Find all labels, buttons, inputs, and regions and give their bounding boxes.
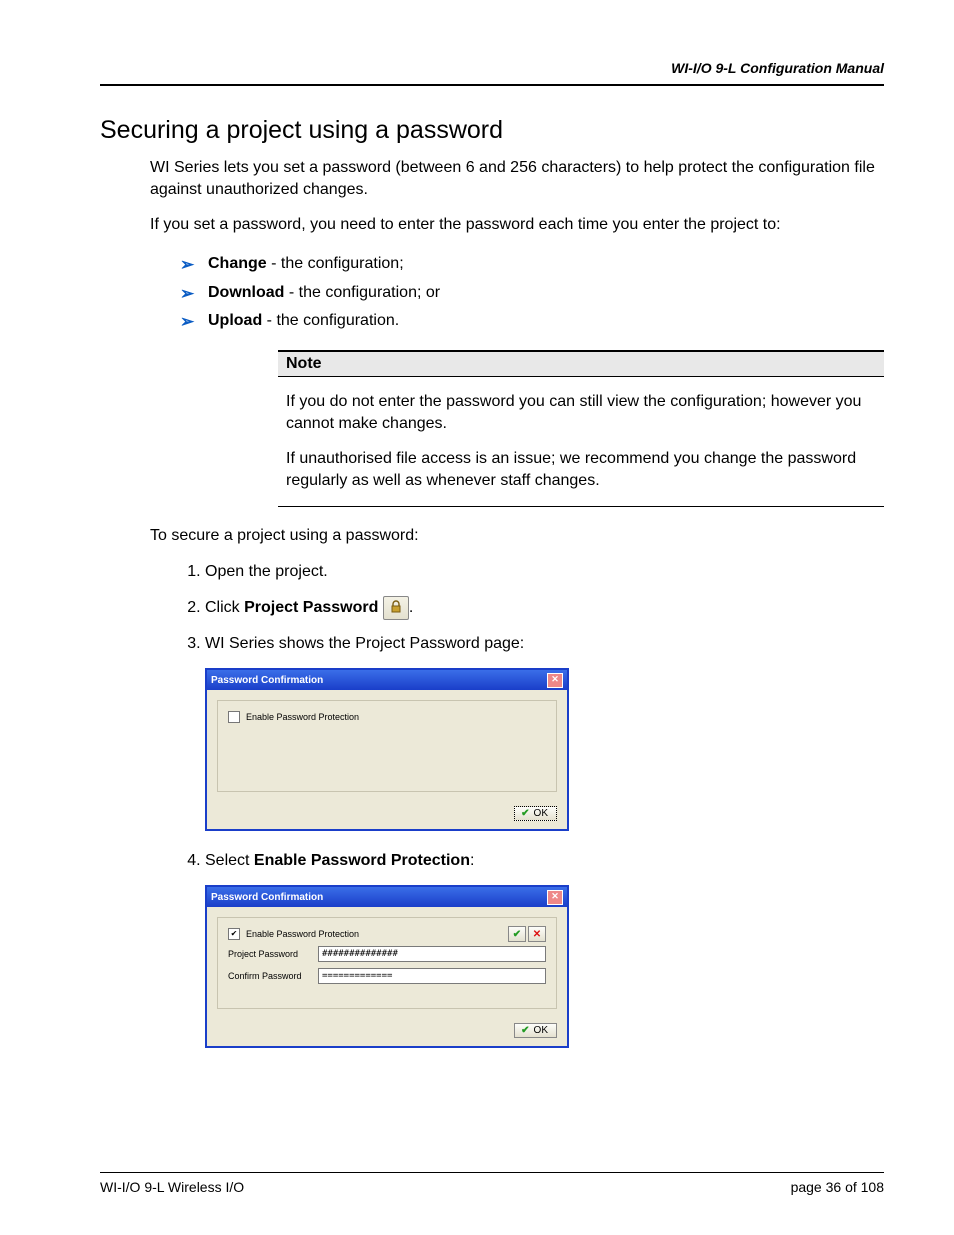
confirm-password-label: Confirm Password xyxy=(228,971,318,981)
check-icon: ✔ xyxy=(521,808,529,819)
dialog-titlebar: Password Confirmation ✕ xyxy=(207,670,567,690)
ok-button[interactable]: ✔ OK xyxy=(514,1023,557,1038)
body-content: WI Series lets you set a password (betwe… xyxy=(150,157,884,1048)
page-footer: WI-I/O 9-L Wireless I/O page 36 of 108 xyxy=(100,1172,884,1195)
step-4-bold: Enable Password Protection xyxy=(254,852,470,869)
intro-paragraph-2: If you set a password, you need to enter… xyxy=(150,214,884,236)
footer-left: WI-I/O 9-L Wireless I/O xyxy=(100,1179,244,1195)
checkbox-label: Enable Password Protection xyxy=(246,929,359,939)
checkbox-label: Enable Password Protection xyxy=(246,712,359,722)
step-2-post: . xyxy=(409,599,413,616)
note-paragraph-1: If you do not enter the password you can… xyxy=(286,391,876,434)
note-paragraph-2: If unauthorised file access is an issue;… xyxy=(286,448,876,491)
step-2-bold: Project Password xyxy=(244,599,378,616)
lock-icon xyxy=(383,596,409,620)
enable-password-checkbox[interactable] xyxy=(228,711,240,723)
project-password-row: Project Password xyxy=(228,946,546,962)
page-heading: Securing a project using a password xyxy=(100,116,884,145)
mini-button-group: ✔ ✕ xyxy=(508,926,546,942)
footer-right: page 36 of 108 xyxy=(791,1179,884,1195)
bullet-bold: Change xyxy=(208,255,267,272)
note-box: Note If you do not enter the password yo… xyxy=(278,350,884,506)
steps-list-cont: Select Enable Password Protection: xyxy=(150,849,884,873)
dialog-inner: ✔ ✕ ✔ Enable Password Protection Project… xyxy=(217,917,557,1009)
step-item-4: Select Enable Password Protection: xyxy=(205,849,884,873)
project-password-label: Project Password xyxy=(228,949,318,959)
bullet-item: Change - the configuration; xyxy=(180,250,884,279)
bullet-rest: - the configuration. xyxy=(262,312,399,329)
checkbox-row: Enable Password Protection xyxy=(228,711,546,723)
ok-button[interactable]: ✔ OK xyxy=(514,806,557,821)
close-icon[interactable]: ✕ xyxy=(547,890,563,905)
dialog-titlebar: Password Confirmation ✕ xyxy=(207,887,567,907)
project-password-input[interactable] xyxy=(318,946,546,962)
bullet-rest: - the configuration; xyxy=(267,255,404,272)
dialog-title: Password Confirmation xyxy=(211,892,323,903)
step-2-pre: Click xyxy=(205,599,244,616)
checkbox-row: ✔ Enable Password Protection xyxy=(228,928,546,940)
dialog-button-row: ✔ OK xyxy=(207,802,567,829)
page: WI-I/O 9-L Configuration Manual Securing… xyxy=(0,0,954,1235)
dialog-title: Password Confirmation xyxy=(211,675,323,686)
close-icon[interactable]: ✕ xyxy=(547,673,563,688)
step-item-2: Click Project Password . xyxy=(205,596,884,620)
step-item-1: Open the project. xyxy=(205,560,884,584)
procedure-intro: To secure a project using a password: xyxy=(150,525,884,547)
dialog-password-1: Password Confirmation ✕ Enable Password … xyxy=(205,668,569,831)
cancel-button[interactable]: ✕ xyxy=(528,926,546,942)
bullet-list: Change - the configuration; Download - t… xyxy=(150,250,884,336)
enable-password-checkbox[interactable]: ✔ xyxy=(228,928,240,940)
header-rule xyxy=(100,84,884,86)
dialog-inner: Enable Password Protection xyxy=(217,700,557,792)
step-3-text: WI Series shows the Project Password pag… xyxy=(205,635,524,652)
ok-label: OK xyxy=(534,808,548,819)
accept-button[interactable]: ✔ xyxy=(508,926,526,942)
step-4-pre: Select xyxy=(205,852,254,869)
dialog-password-2: Password Confirmation ✕ ✔ ✕ ✔ Enable Pas… xyxy=(205,885,569,1048)
bullet-item: Download - the configuration; or xyxy=(180,279,884,308)
confirm-password-input[interactable] xyxy=(318,968,546,984)
note-body: If you do not enter the password you can… xyxy=(278,377,884,506)
step-4-post: : xyxy=(470,852,474,869)
bullet-rest: - the configuration; or xyxy=(284,284,440,301)
bullet-item: Upload - the configuration. xyxy=(180,307,884,336)
check-icon: ✔ xyxy=(513,929,521,940)
bullet-bold: Upload xyxy=(208,312,262,329)
step-item-3: WI Series shows the Project Password pag… xyxy=(205,632,884,656)
doc-header-title: WI-I/O 9-L Configuration Manual xyxy=(100,60,884,76)
bullet-bold: Download xyxy=(208,284,284,301)
intro-paragraph-1: WI Series lets you set a password (betwe… xyxy=(150,157,884,200)
x-icon: ✕ xyxy=(533,929,541,940)
confirm-password-row: Confirm Password xyxy=(228,968,546,984)
check-icon: ✔ xyxy=(521,1025,529,1036)
note-title: Note xyxy=(278,350,884,377)
steps-list: Open the project. Click Project Password… xyxy=(150,560,884,656)
footer-line: WI-I/O 9-L Wireless I/O page 36 of 108 xyxy=(100,1172,884,1195)
dialog-button-row: ✔ OK xyxy=(207,1019,567,1046)
ok-label: OK xyxy=(534,1025,548,1036)
